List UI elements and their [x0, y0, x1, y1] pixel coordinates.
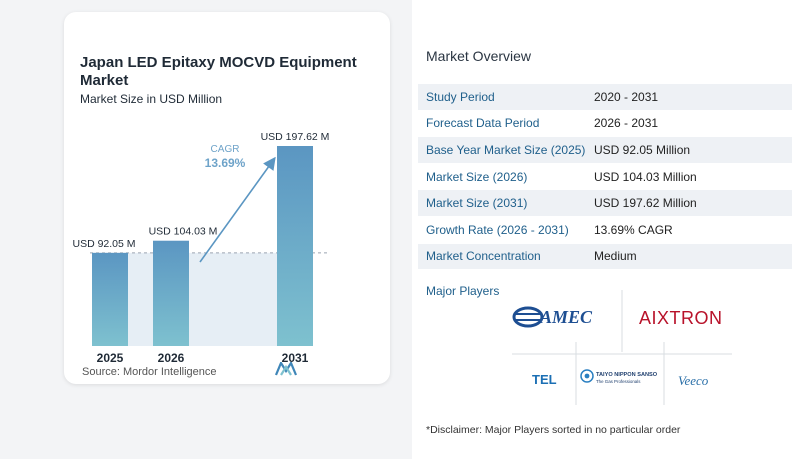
x-tick-label: 2025 — [97, 351, 124, 365]
x-tick-label: 2031 — [282, 351, 309, 365]
bar-value-label: USD 92.05 M — [72, 238, 135, 250]
cagr-value: 13.69% — [205, 156, 246, 170]
overview-row-value: USD 197.62 Million — [594, 196, 697, 211]
bar-chart: USD 92.05 M 2025 USD 104.03 M 2026 USD 197.6… — [72, 131, 330, 365]
bar-2026 — [153, 240, 189, 346]
svg-text:TAIYO NIPPON SANSO: TAIYO NIPPON SANSO — [596, 372, 658, 378]
tel-logo: TEL — [532, 372, 557, 387]
overview-row: Market Size (2031) USD 197.62 Million — [418, 190, 792, 217]
svg-text:The Gas Professionals: The Gas Professionals — [596, 379, 641, 384]
overview-row-label: Market Size (2031) — [426, 196, 528, 211]
cagr-arrow — [199, 156, 276, 263]
overview-row-label: Forecast Data Period — [426, 116, 540, 131]
veeco-logo: Veeco — [678, 373, 709, 388]
chart-title: Japan LED Epitaxy MOCVD Equipment Market — [80, 54, 357, 89]
source-note: Source: Mordor Intelligence — [82, 366, 217, 378]
overview-row: Base Year Market Size (2025) USD 92.05 Mi… — [418, 137, 792, 164]
major-players-title: Major Players — [426, 284, 500, 298]
aixtron-logo: AIXTRON — [639, 308, 723, 328]
overview-row-label: Market Concentration — [426, 249, 541, 264]
taiyo-nippon-sanso-logo: TAIYO NIPPON SANSO The Gas Professionals — [580, 369, 658, 384]
overview-row: Market Concentration Medium — [418, 243, 792, 271]
amec-logo-icon: AMEC — [512, 306, 593, 328]
bar-value-label: USD 104.03 M — [149, 226, 218, 238]
overview-row-label: Study Period — [426, 89, 495, 104]
overview-row: Study Period 2020 - 2031 — [418, 84, 792, 111]
disclaimer: *Disclaimer: Major Players sorted in no … — [426, 424, 681, 436]
overview-row-label: Base Year Market Size (2025) — [426, 142, 586, 157]
cagr-label: CAGR — [211, 144, 240, 155]
overview-table: Study Period 2020 - 2031 Forecast Data Per… — [418, 84, 792, 271]
major-players-logos: AMEC AIXTRON TEL TAIYO NIPPON SANSO The … — [512, 290, 732, 405]
overview-row-value: 2026 - 2031 — [594, 116, 659, 131]
overview-row-value: Medium — [594, 249, 637, 264]
bar-value-label: USD 197.62 M — [261, 131, 330, 143]
chart-card: Japan LED Epitaxy MOCVD Equipment Market… — [64, 12, 390, 384]
chart-subtitle: Market Size in USD Million — [80, 92, 223, 106]
svg-text:AMEC: AMEC — [539, 307, 593, 327]
overview-row: Market Size (2026) USD 104.03 Million — [418, 164, 792, 191]
market-overview-panel: Market Overview Study Period 2020 - 2031 F… — [412, 0, 800, 459]
x-tick-label: 2026 — [158, 351, 185, 365]
mordor-logo-icon — [275, 362, 298, 376]
overview-row-value: 2020 - 2031 — [594, 89, 659, 104]
overview-row: Forecast Data Period 2026 - 2031 — [418, 111, 792, 138]
base-year-reference-fill — [92, 252, 313, 346]
overview-row-value: USD 92.05 Million — [594, 142, 691, 157]
overview-row: Growth Rate (2026 - 2031) 13.69% CAGR — [418, 217, 792, 244]
overview-row-value: USD 104.03 Million — [594, 169, 697, 184]
bar-2025 — [92, 252, 128, 346]
overview-row-label: Growth Rate (2026 - 2031) — [426, 222, 569, 237]
overview-row-value: 13.69% CAGR — [594, 222, 673, 237]
bar-2031 — [277, 146, 313, 346]
overview-row-label: Market Size (2026) — [426, 169, 528, 184]
overview-title: Market Overview — [426, 48, 532, 64]
